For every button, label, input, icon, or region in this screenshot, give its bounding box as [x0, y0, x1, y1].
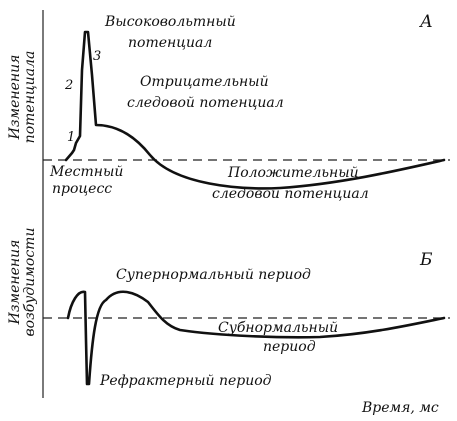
positive-trace-line1: Положительный [227, 165, 359, 181]
spike-label-line2: потенциал [128, 35, 212, 51]
panel-a-ylabel: Изменения потенциала [7, 51, 38, 144]
excitability-curve [66, 290, 446, 386]
x-axis-label: Время, мс [361, 400, 439, 416]
panel-a-letter: А [419, 12, 433, 32]
subnormal-line2: период [263, 339, 316, 355]
phase-1-label: 1 [67, 130, 75, 145]
panel-b-ylabel-line1: Изменения [7, 240, 23, 326]
panel-a-ylabel-line1: Изменения [7, 55, 23, 141]
refractory-label: Рефрактерный период [99, 373, 272, 389]
panel-b-ylabel-line2: возбудимости [22, 228, 38, 337]
negative-trace-line1: Отрицательный [140, 74, 269, 90]
subnormal-line1: Субнормальный [218, 320, 338, 336]
supernormal-label: Супернормальный период [116, 267, 311, 283]
panel-a-ylabel-line2: потенциала [22, 51, 38, 144]
positive-trace-line2: следовой потенциал [212, 186, 369, 202]
panel-b-letter: Б [419, 250, 433, 270]
negative-trace-line2: следовой потенциал [127, 95, 284, 111]
spike-label-line1: Высоковольтный [104, 14, 236, 30]
phase-2-label: 2 [64, 78, 73, 93]
panel-b-ylabel: Изменения возбудимости [7, 228, 38, 337]
local-process-line1: Местный [49, 164, 123, 180]
action-potential-curve [64, 30, 446, 190]
local-process-line2: процесс [52, 181, 112, 197]
phase-3-label: 3 [93, 49, 101, 64]
